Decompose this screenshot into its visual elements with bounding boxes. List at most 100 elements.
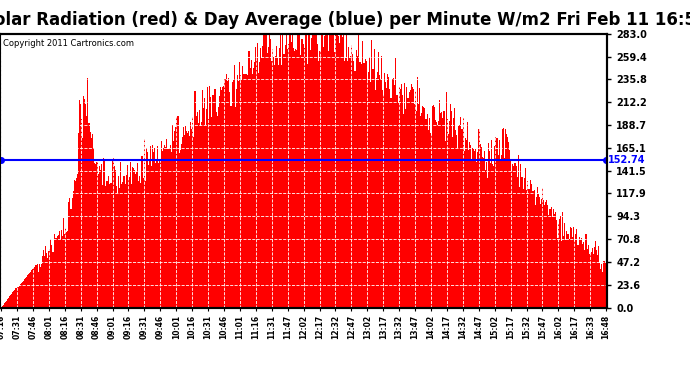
Bar — [399, 87, 400, 308]
Bar — [112, 160, 113, 308]
Bar — [208, 119, 209, 308]
Bar — [413, 90, 414, 308]
Bar — [264, 34, 266, 308]
Bar — [33, 268, 34, 308]
Bar — [21, 282, 23, 308]
Bar — [307, 63, 308, 308]
Bar — [431, 135, 432, 308]
Bar — [260, 48, 262, 308]
Bar — [255, 46, 256, 308]
Bar — [452, 137, 453, 308]
Bar — [210, 98, 211, 308]
Bar — [511, 171, 513, 308]
Bar — [121, 184, 122, 308]
Bar — [403, 114, 404, 308]
Bar — [362, 41, 363, 308]
Bar — [215, 89, 216, 308]
Bar — [11, 294, 12, 308]
Bar — [576, 229, 577, 308]
Bar — [206, 109, 207, 308]
Bar — [361, 64, 362, 308]
Bar — [35, 265, 37, 308]
Bar — [288, 34, 290, 308]
Bar — [547, 205, 549, 308]
Bar — [515, 165, 517, 308]
Bar — [364, 63, 365, 308]
Bar — [184, 135, 185, 308]
Bar — [220, 87, 221, 308]
Bar — [393, 78, 394, 308]
Bar — [337, 36, 339, 308]
Bar — [234, 65, 235, 308]
Bar — [94, 163, 95, 308]
Bar — [97, 162, 98, 308]
Bar — [64, 234, 65, 308]
Bar — [325, 34, 326, 308]
Bar — [187, 133, 188, 308]
Bar — [405, 109, 406, 307]
Bar — [8, 298, 9, 307]
Bar — [115, 170, 116, 308]
Bar — [166, 139, 167, 308]
Bar — [253, 68, 254, 308]
Bar — [185, 126, 186, 308]
Bar — [96, 162, 97, 308]
Bar — [410, 90, 411, 308]
Bar — [517, 177, 518, 308]
Bar — [420, 116, 421, 308]
Bar — [145, 182, 146, 308]
Bar — [190, 122, 191, 308]
Bar — [388, 77, 389, 308]
Bar — [92, 148, 94, 308]
Bar — [29, 273, 30, 308]
Bar — [78, 134, 79, 308]
Bar — [509, 150, 510, 308]
Bar — [273, 57, 274, 308]
Bar — [177, 116, 179, 308]
Bar — [438, 121, 440, 308]
Bar — [408, 92, 410, 308]
Bar — [13, 291, 14, 308]
Bar — [144, 139, 145, 308]
Bar — [82, 138, 83, 308]
Bar — [295, 49, 296, 308]
Bar — [583, 242, 584, 308]
Bar — [137, 163, 138, 308]
Bar — [139, 176, 140, 308]
Bar — [293, 48, 294, 308]
Bar — [222, 87, 223, 308]
Bar — [39, 264, 40, 308]
Bar — [348, 47, 349, 308]
Bar — [193, 137, 195, 308]
Bar — [272, 48, 273, 308]
Bar — [170, 145, 171, 308]
Bar — [426, 114, 428, 308]
Bar — [347, 61, 348, 308]
Bar — [309, 34, 310, 308]
Bar — [313, 34, 314, 308]
Bar — [186, 130, 187, 308]
Bar — [555, 212, 556, 308]
Bar — [385, 82, 386, 308]
Bar — [591, 252, 592, 308]
Bar — [494, 146, 495, 308]
Bar — [211, 117, 213, 308]
Bar — [562, 212, 563, 308]
Bar — [375, 78, 377, 308]
Bar — [335, 35, 337, 308]
Bar — [55, 238, 56, 308]
Bar — [345, 58, 346, 308]
Bar — [574, 241, 575, 308]
Bar — [26, 277, 27, 308]
Bar — [584, 250, 586, 307]
Bar — [173, 141, 175, 308]
Bar — [296, 50, 297, 308]
Bar — [518, 154, 519, 308]
Bar — [48, 251, 49, 308]
Bar — [58, 234, 59, 308]
Bar — [204, 98, 205, 308]
Bar — [84, 99, 86, 308]
Bar — [108, 184, 110, 308]
Bar — [299, 34, 300, 308]
Bar — [117, 193, 118, 308]
